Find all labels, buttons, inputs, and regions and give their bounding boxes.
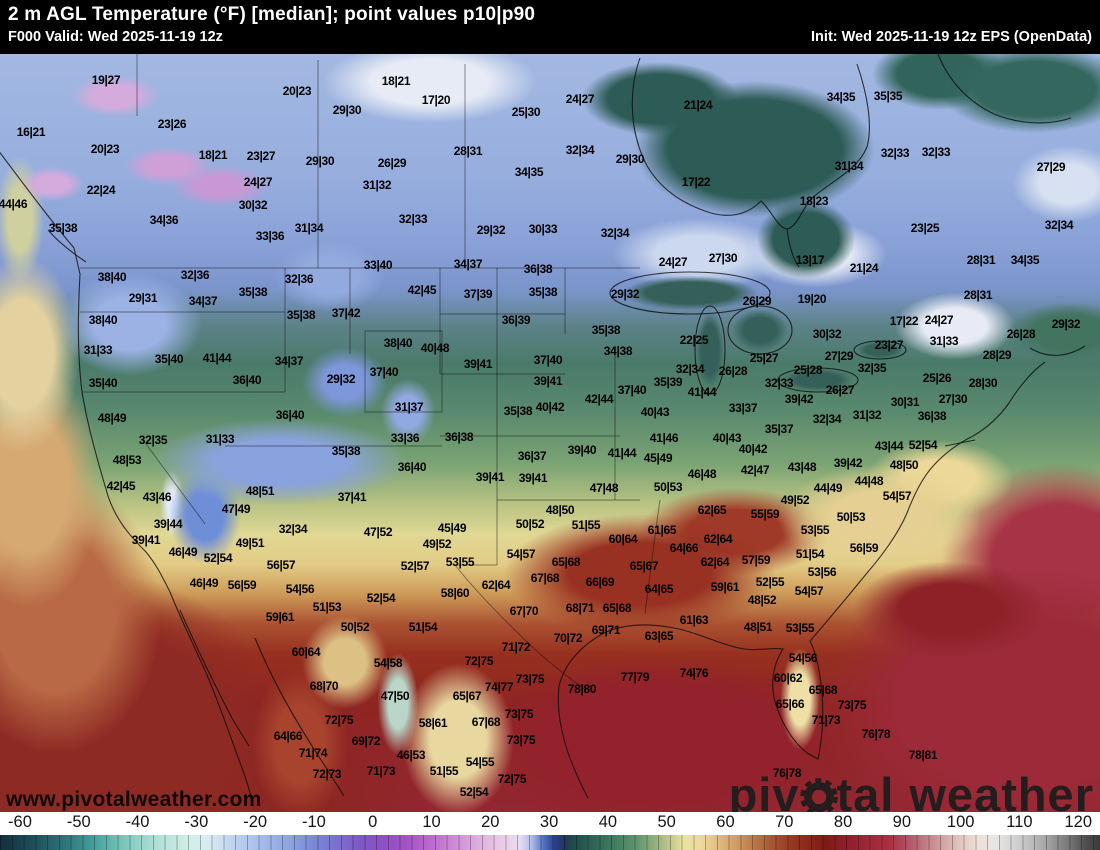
colorbar-tick: -20 <box>243 813 268 831</box>
colorbar-tick: -50 <box>66 813 91 831</box>
coastline-nova-scotia <box>1029 345 1086 356</box>
coastline-mexico-west <box>254 637 345 797</box>
colorbar-tick: 20 <box>481 813 500 831</box>
watermark: www.pivotalweather.com <box>6 788 262 811</box>
colorbar-tick: -40 <box>125 813 150 831</box>
lake-ontario <box>853 340 907 360</box>
subtitle-row: F000 Valid: Wed 2025-11-19 12z Init: Wed… <box>8 27 1092 47</box>
colorbar-tick: 90 <box>892 813 912 831</box>
coastline-hudson-bay <box>631 57 870 230</box>
coastline-long-island <box>944 439 976 447</box>
colorbar-tick: -10 <box>302 813 326 831</box>
colorbar-tick: 30 <box>539 813 559 831</box>
colorbar-gradient <box>0 835 1100 850</box>
gear-icon <box>799 777 838 812</box>
colorbar-tick: 100 <box>946 813 975 831</box>
border-colorado <box>364 330 443 413</box>
colorbar-ticks: -60 -50 -40 -30 -20 -10 0 10 20 30 40 50 60 70 80 90 100… <box>0 813 1100 834</box>
colorbar-tick: 0 <box>368 813 378 831</box>
coastline-vancouver-island <box>47 229 87 263</box>
colorbar-tick: 80 <box>833 813 853 831</box>
geo-borders <box>0 54 1086 799</box>
logo-text-weather: weather <box>909 768 1094 812</box>
init-time: Init: Wed 2025-11-19 12z EPS (OpenData) <box>811 29 1092 45</box>
lake-michigan <box>694 305 726 395</box>
coastline-gulf-of-california <box>179 609 250 747</box>
logo-text-piv: piv <box>728 768 800 812</box>
colorbar-tick: 70 <box>775 813 794 831</box>
colorbar-tick: 120 <box>1064 813 1092 831</box>
colorbar-tick: -60 <box>8 813 32 831</box>
lake-erie <box>777 367 859 393</box>
colorbar-tick: 60 <box>716 813 735 831</box>
colorbar-tick: 50 <box>657 813 676 831</box>
colorbar-tick: 40 <box>598 813 618 831</box>
coastline-labrador <box>937 54 1072 124</box>
colorbar-tick: -30 <box>184 813 209 831</box>
logo-text-tal: tal <box>836 768 895 812</box>
map-canvas[interactable]: 19|27 16|21 23|26 20|23 18|21 23|27 24|27 22|24… <box>0 54 1100 812</box>
coastline-james-bay <box>786 228 800 268</box>
coastline-west <box>0 151 252 797</box>
pivotalweather-logo: piv tal weather <box>729 771 1094 812</box>
coastline-gulf-atlantic <box>557 361 1046 799</box>
title-bar: 2 m AGL Temperature (°F) [median]; point… <box>0 0 1100 54</box>
valid-time: F000 Valid: Wed 2025-11-19 12z <box>8 29 223 45</box>
lake-huron <box>727 305 793 355</box>
colorbar: -60 -50 -40 -30 -20 -10 0 10 20 30 40 50 60 70 80 90 100… <box>0 812 1100 850</box>
lake-superior <box>609 271 771 315</box>
border-mississippi-river <box>644 499 661 615</box>
border-california-nevada <box>145 443 206 525</box>
border-rio-grande <box>454 500 587 691</box>
colorbar-tick: 110 <box>1006 813 1033 831</box>
map-title: 2 m AGL Temperature (°F) [median]; point… <box>8 4 536 25</box>
colorbar-tick: 10 <box>422 813 441 831</box>
